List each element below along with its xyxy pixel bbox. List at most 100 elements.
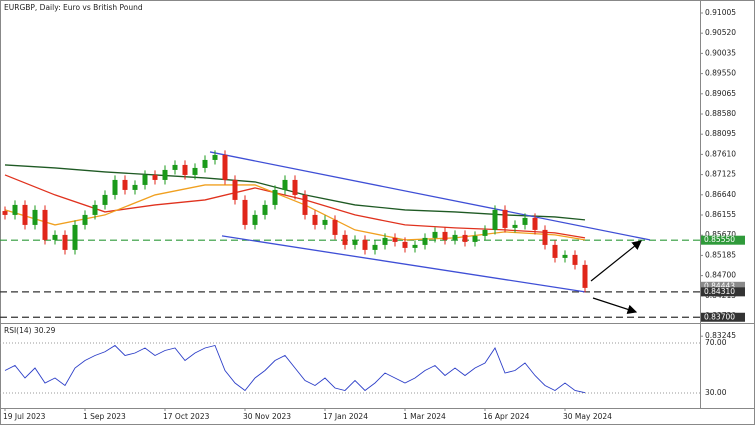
candle-body: [342, 234, 348, 245]
level-box: [701, 287, 745, 297]
rsi-line: [4, 344, 586, 394]
candle-body: [32, 209, 38, 225]
candle-body: [552, 244, 558, 258]
candle-body: [212, 154, 218, 160]
candle-body: [52, 234, 58, 240]
candle-body: [392, 237, 398, 242]
level-box: [701, 312, 745, 322]
candle-body: [22, 204, 28, 225]
y-tick-label: 0.91005: [705, 8, 736, 17]
candle-body: [412, 244, 418, 248]
candle-body: [292, 179, 298, 195]
candle-body: [192, 167, 198, 175]
level-label: 0.83700: [704, 312, 735, 321]
rsi-tick-label: 30.00: [705, 388, 727, 397]
y-tick-label: 0.89550: [705, 69, 736, 78]
trend-line: [221, 235, 586, 293]
candle-body: [432, 231, 438, 238]
y-tick-label: 0.86155: [705, 210, 736, 219]
candle-body: [152, 174, 158, 180]
candle-body: [502, 209, 508, 228]
level-label: 0.85550: [704, 235, 735, 244]
y-tick-label: 0.88580: [705, 109, 736, 118]
candle-body: [472, 235, 478, 242]
candle-body: [92, 204, 98, 215]
candle-body: [512, 224, 518, 228]
y-tick-label: 0.84700: [705, 271, 736, 280]
candle-body: [42, 209, 48, 240]
candle-body: [122, 179, 128, 190]
x-tick-label: 1 Sep 2023: [83, 412, 126, 421]
axis-labels: 0.91005 0.90520 0.90035 0.89550 0.89065 0.885…: [3, 8, 745, 421]
x-tick-label: 30 May 2024: [563, 412, 612, 421]
candle-body: [522, 217, 528, 225]
level-box: [701, 235, 745, 245]
candle-body: [562, 254, 568, 258]
candle-body: [302, 194, 308, 215]
candle-body: [2, 211, 8, 215]
x-tick-label: 17 Oct 2023: [163, 412, 210, 421]
x-tick-label: 1 Mar 2024: [403, 412, 446, 421]
y-tick-label: 0.85185: [705, 250, 736, 259]
candle-body: [462, 234, 468, 242]
y-tick-label: 0.85670: [705, 230, 736, 239]
y-tick-label: 0.87125: [705, 170, 736, 179]
candle-body: [172, 164, 178, 170]
candle-body: [312, 214, 318, 225]
candle-body: [142, 174, 148, 185]
y-tick-label: 0.90520: [705, 28, 736, 37]
candle-body: [542, 229, 548, 245]
candle-body: [422, 237, 428, 245]
candle-body: [112, 179, 118, 195]
candle-body: [242, 199, 248, 225]
candle-body: [12, 204, 18, 215]
level-box: [701, 281, 745, 291]
candle-body: [442, 231, 448, 240]
candle-body: [382, 237, 388, 245]
candle-body: [102, 194, 108, 205]
y-tick-label: 0.88095: [705, 129, 736, 138]
candle-body: [582, 264, 588, 288]
candle-body: [222, 154, 228, 180]
main-pane: [0, 150, 700, 394]
y-tick-label: 0.86640: [705, 190, 736, 199]
candle-body: [362, 239, 368, 250]
candle-body: [402, 241, 408, 248]
x-tick-label: 17 Jan 2024: [323, 412, 368, 421]
y-tick-label: 0.83245: [705, 331, 736, 340]
candle-body: [232, 179, 238, 200]
trend-line: [209, 151, 651, 241]
candle-body: [282, 179, 288, 190]
level-label: 0.84443: [704, 281, 735, 290]
candle-body: [482, 229, 488, 236]
x-tick-label: 19 Jul 2023: [3, 412, 46, 421]
candle-body: [202, 159, 208, 168]
candle-body: [572, 254, 578, 265]
candle-body: [62, 234, 68, 250]
candle-body: [132, 184, 138, 190]
x-tick-label: 16 Apr 2024: [483, 412, 530, 421]
y-tick-label: 0.89065: [705, 89, 736, 98]
arrow-up: [590, 240, 642, 282]
candle-body: [182, 164, 188, 175]
candle-body: [272, 189, 278, 205]
candle-body: [82, 214, 88, 225]
chart-title: EURGBP, Daily: Euro vs British Pound: [4, 3, 143, 12]
y-tick-label: 0.90035: [705, 48, 736, 57]
candle-body: [452, 234, 458, 240]
candle-body: [532, 217, 538, 230]
y-tick-label: 0.87610: [705, 149, 736, 158]
candle-body: [492, 209, 498, 230]
candle-body: [262, 204, 268, 215]
level-label: 0.84310: [704, 287, 735, 296]
candle-body: [252, 214, 258, 225]
candle-body: [372, 244, 378, 250]
candle-body: [352, 239, 358, 245]
candle-body: [72, 224, 78, 250]
candle-body: [162, 169, 168, 180]
rsi-title: RSI(14) 30.29: [4, 326, 56, 335]
arrow-down: [592, 297, 638, 314]
x-tick-label: 30 Nov 2023: [243, 412, 291, 421]
